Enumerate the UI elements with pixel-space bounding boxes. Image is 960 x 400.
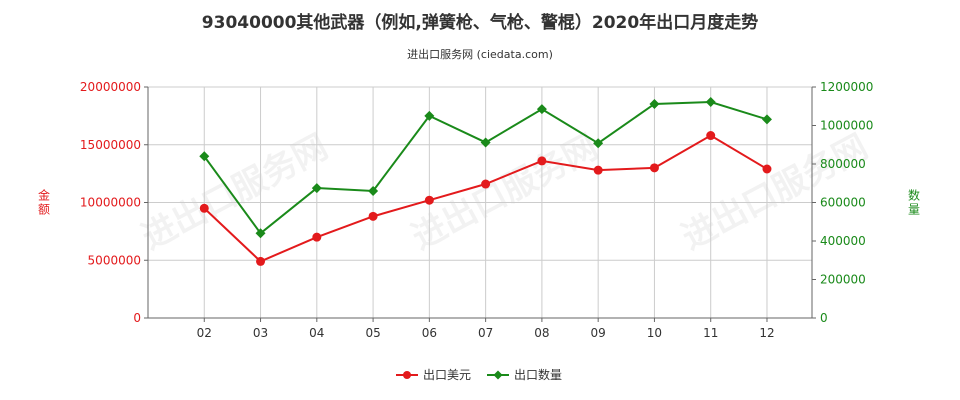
legend: 出口美元 出口数量 xyxy=(396,367,562,382)
y-right-axis-title-char: 数 xyxy=(908,188,920,203)
watermark-layer: 进出口服务网 进出口服务网 进出口服务网 xyxy=(135,127,874,258)
data-point-usd xyxy=(368,211,378,221)
x-tick-label: 04 xyxy=(309,326,324,340)
y-right-tick-label: 1000000 xyxy=(820,119,873,133)
data-point-qty xyxy=(480,137,491,148)
x-tick-label: 11 xyxy=(703,326,718,340)
x-tick-label: 07 xyxy=(478,326,493,340)
x-tick-label: 10 xyxy=(647,326,662,340)
y-left-tick-label: 15000000 xyxy=(80,138,141,152)
x-tick-label: 09 xyxy=(591,326,606,340)
data-point-usd xyxy=(706,131,716,141)
y-left-axis-title-char: 额 xyxy=(38,203,50,217)
legend-label-qty: 出口数量 xyxy=(514,367,562,382)
data-point-qty xyxy=(536,104,547,115)
y-right-axis-title: 数量 xyxy=(908,188,920,217)
y-right-tick-label: 0 xyxy=(820,311,828,325)
data-point-qty xyxy=(761,114,772,125)
y-left-tick-label: 0 xyxy=(133,311,141,325)
y-left-tick-label: 5000000 xyxy=(88,253,141,267)
series-layer xyxy=(199,97,772,266)
data-point-qty xyxy=(255,228,266,239)
data-point-usd xyxy=(312,232,322,242)
y-right-tick-label: 400000 xyxy=(820,234,866,248)
y-right-tick-label: 800000 xyxy=(820,157,866,171)
y-left-tick-label: 20000000 xyxy=(80,80,141,94)
grid-lines xyxy=(148,86,812,319)
x-tick-label: 03 xyxy=(253,326,268,340)
y-right-axis-title-char: 量 xyxy=(908,203,920,217)
tick-labels: 0 5000000 10000000 15000000 20000000 0 200000 4… xyxy=(38,80,920,340)
data-point-qty xyxy=(649,98,660,109)
data-point-qty xyxy=(311,183,322,194)
x-tick-label: 06 xyxy=(422,326,437,340)
legend-label-usd: 出口美元 xyxy=(423,368,471,382)
chart-title: 93040000其他武器（例如,弹簧枪、气枪、警棍）2020年出口月度走势 xyxy=(201,13,759,33)
data-point-usd xyxy=(256,256,266,266)
data-point-usd xyxy=(649,163,659,173)
data-point-qty xyxy=(705,97,716,108)
legend-marker-qty xyxy=(493,370,503,380)
x-tick-label: 02 xyxy=(197,326,212,340)
data-point-qty xyxy=(199,151,210,162)
legend-marker-usd xyxy=(403,371,411,379)
chart-subtitle: 进出口服务网 (ciedata.com) xyxy=(407,48,553,61)
data-point-usd xyxy=(424,195,434,205)
data-point-usd xyxy=(481,179,491,189)
y-right-tick-label: 600000 xyxy=(820,196,866,210)
y-left-axis-title: 金额 xyxy=(38,188,50,217)
y-left-axis-title-char: 金 xyxy=(38,188,50,203)
x-tick-label: 05 xyxy=(365,326,380,340)
data-point-usd xyxy=(593,165,603,175)
y-right-tick-label: 1200000 xyxy=(820,80,873,94)
x-tick-label: 08 xyxy=(534,326,549,340)
watermark-text: 进出口服务网 xyxy=(405,127,604,258)
y-right-tick-label: 200000 xyxy=(820,273,866,287)
data-point-qty xyxy=(424,110,435,121)
x-tick-label: 12 xyxy=(759,326,774,340)
data-point-usd xyxy=(537,156,547,166)
data-point-usd xyxy=(762,164,772,174)
y-left-tick-label: 10000000 xyxy=(80,196,141,210)
data-point-qty xyxy=(368,185,379,196)
data-point-qty xyxy=(593,138,604,149)
data-point-usd xyxy=(199,203,209,213)
